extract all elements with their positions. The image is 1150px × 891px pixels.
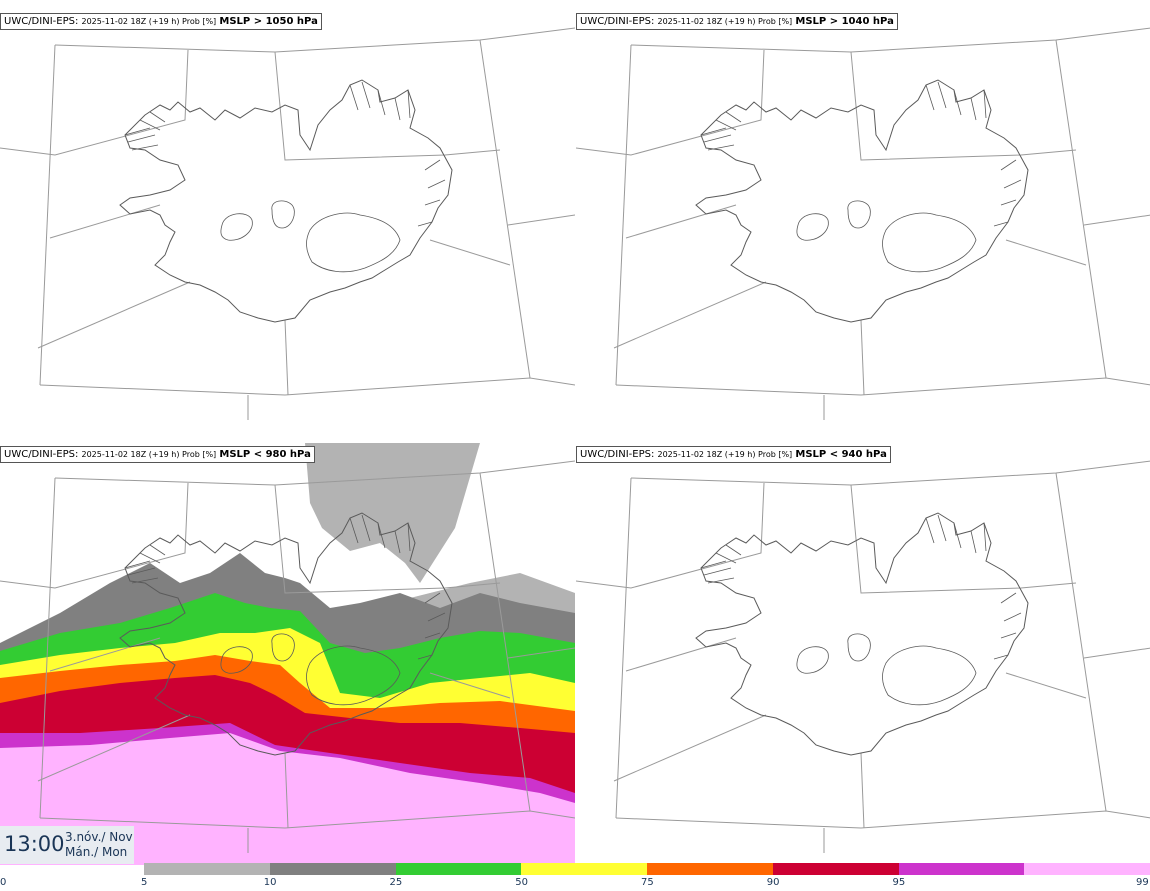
colorbar-segment xyxy=(1024,863,1150,875)
colorbar-tick-label: 75 xyxy=(641,877,654,888)
colorbar-segment xyxy=(647,863,774,875)
colorbar-tick-label: 10 xyxy=(263,877,277,888)
panel-title: UWC/DINI-EPS: 2025-11-02 18Z (+19 h) Pro… xyxy=(0,13,322,30)
map-canvas xyxy=(0,27,575,420)
map-canvas xyxy=(576,460,1150,853)
map-panel-980: UWC/DINI-EPS: 2025-11-02 18Z (+19 h) Pro… xyxy=(0,433,575,865)
valid-date-line2: Mán./ Mon xyxy=(65,845,128,859)
map-panel-1040: UWC/DINI-EPS: 2025-11-02 18Z (+19 h) Pro… xyxy=(576,0,1150,432)
colorbar-segment xyxy=(521,863,648,875)
panel-title: UWC/DINI-EPS: 2025-11-02 18Z (+19 h) Pro… xyxy=(0,446,315,463)
colorbar-tick-label: 99 xyxy=(1136,877,1149,888)
valid-time-box: 13:00 3.nóv./ Nov Mán./ Mon xyxy=(0,826,134,864)
colorbar-segment xyxy=(395,863,522,875)
valid-date-line1: 3.nóv./ Nov xyxy=(65,830,133,844)
colorbar-tick-label: 95 xyxy=(892,877,906,888)
colorbar-segment xyxy=(898,863,1025,875)
colorbar-tick-label: 0 xyxy=(0,877,7,888)
colorbar-segment xyxy=(269,863,396,875)
panel-title: UWC/DINI-EPS: 2025-11-02 18Z (+19 h) Pro… xyxy=(576,446,891,463)
colorbar-segment xyxy=(772,863,899,875)
panel-title: UWC/DINI-EPS: 2025-11-02 18Z (+19 h) Pro… xyxy=(576,13,898,30)
colorbar-tick-label: 25 xyxy=(389,877,403,888)
map-canvas xyxy=(0,443,575,865)
map-panel-1050: UWC/DINI-EPS: 2025-11-02 18Z (+19 h) Pro… xyxy=(0,0,575,432)
colorbar-tick-label: 50 xyxy=(515,877,528,888)
valid-date: 3.nóv./ Nov Mán./ Mon xyxy=(65,830,133,860)
map-panel-940: UWC/DINI-EPS: 2025-11-02 18Z (+19 h) Pro… xyxy=(576,433,1150,865)
colorbar-tick-label: 90 xyxy=(766,877,780,888)
valid-time: 13:00 xyxy=(4,832,65,856)
map-canvas xyxy=(576,27,1150,420)
colorbar-tick-label: 5 xyxy=(141,877,148,888)
colorbar xyxy=(144,863,1150,875)
colorbar-segment xyxy=(144,863,271,875)
